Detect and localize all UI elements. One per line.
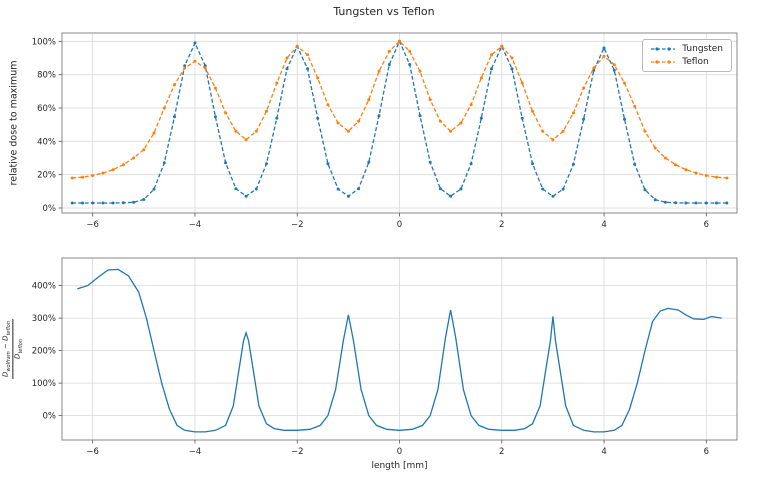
top-plot-canvas: −6 −4 −2 0 2 4 60%20%40%60%80%100%: [32, 32, 738, 230]
svg-text:20%: 20%: [37, 171, 56, 181]
tick-labels: −6 −4 −2 0 2 4 60%20%40%60%80%100%: [32, 37, 709, 230]
svg-text:2: 2: [499, 220, 504, 230]
svg-text:−2: −2: [291, 220, 304, 230]
legend-line-sample-tungsten: [651, 47, 676, 51]
svg-text:4: 4: [601, 220, 606, 230]
x-axis-label: length [mm]: [371, 461, 428, 471]
svg-text:0: 0: [397, 447, 402, 457]
svg-text:2: 2: [499, 447, 504, 457]
series-Teflon: [70, 39, 729, 180]
svg-text:80%: 80%: [37, 71, 56, 81]
tick-labels: −6 −4 −2 0 2 4 6 0% 100% 200% 300% 400%: [32, 282, 709, 457]
gridlines: [62, 33, 737, 213]
svg-text:−2: −2: [291, 447, 304, 457]
svg-text:6: 6: [704, 447, 709, 457]
svg-text:−6: −6: [86, 447, 99, 457]
svg-text:0%: 0%: [43, 412, 57, 422]
svg-text:−6: −6: [86, 220, 99, 230]
legend-item-teflon: Teflon: [650, 57, 723, 67]
svg-text:−4: −4: [189, 220, 202, 230]
svg-text:0: 0: [397, 220, 402, 230]
svg-text:100%: 100%: [32, 379, 56, 389]
svg-text:60%: 60%: [37, 104, 56, 114]
gridlines: [62, 258, 737, 440]
legend-label-teflon: Teflon: [682, 57, 709, 67]
series-dose-difference-ratio: [77, 268, 722, 433]
legend-label-tungsten: Tungsten: [682, 44, 723, 54]
chart-title: Tungsten vs Teflon: [333, 5, 435, 18]
svg-text:4: 4: [601, 447, 606, 457]
legend-item-tungsten: Tungsten: [650, 44, 723, 54]
svg-text:0%: 0%: [43, 204, 57, 214]
svg-text:100%: 100%: [32, 37, 56, 47]
svg-text:40%: 40%: [37, 137, 56, 147]
svg-text:6: 6: [704, 220, 709, 230]
svg-text:300%: 300%: [32, 314, 56, 324]
svg-text:200%: 200%: [32, 347, 56, 357]
legend-line-sample-teflon: [651, 60, 676, 64]
legend: Tungsten Teflon: [642, 39, 732, 72]
svg-text:−4: −4: [189, 447, 202, 457]
bottom-plot-canvas: −6 −4 −2 0 2 4 6 0% 100% 200% 300% 400%: [32, 257, 738, 457]
svg-text:400%: 400%: [32, 282, 56, 292]
